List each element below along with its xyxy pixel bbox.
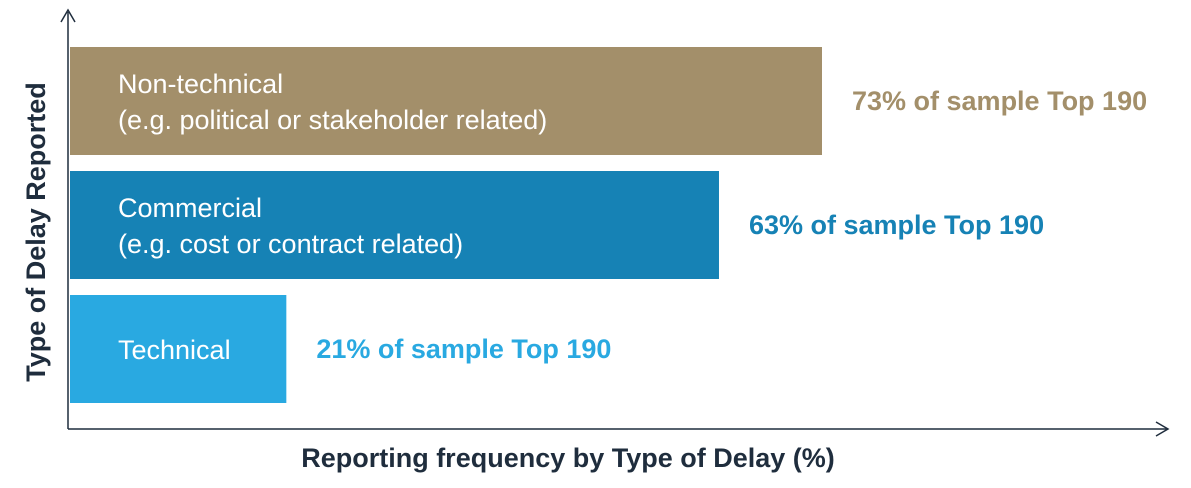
bar-non-technical xyxy=(70,47,822,155)
x-axis-arrow-icon xyxy=(1155,421,1170,437)
value-label: 21% of sample Top 190 xyxy=(316,334,611,364)
value-label: 63% of sample Top 190 xyxy=(749,210,1044,240)
value-label: 73% of sample Top 190 xyxy=(852,86,1147,116)
bar-group: Non-technical (e.g. political or stakehol… xyxy=(70,47,1147,403)
y-axis-title: Type of Delay Reported xyxy=(21,82,51,382)
y-axis-arrow-icon xyxy=(60,8,76,23)
category-sublabel: (e.g. cost or contract related) xyxy=(118,229,463,259)
category-sublabel: (e.g. political or stakeholder related) xyxy=(118,105,547,135)
category-label: Commercial xyxy=(118,193,262,223)
bar-technical xyxy=(70,295,287,403)
x-axis-title: Reporting frequency by Type of Delay (%) xyxy=(301,443,835,473)
bar-commercial xyxy=(70,171,719,279)
category-label: Technical xyxy=(118,335,231,365)
category-label: Non-technical xyxy=(118,69,283,99)
